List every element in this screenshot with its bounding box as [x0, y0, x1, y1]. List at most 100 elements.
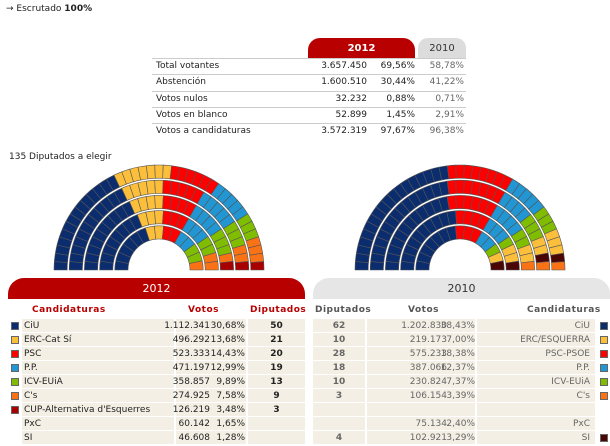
party-name: CUP-Alternativa d'Esquerres	[24, 405, 151, 415]
seat-psc	[455, 164, 465, 179]
tab-2010[interactable]: 2010	[418, 38, 466, 58]
cell-bg	[22, 347, 174, 360]
cell-bg	[176, 361, 246, 374]
cell-bg	[477, 389, 595, 402]
cell-bg	[22, 417, 174, 430]
results-2012-panel: 2012 Candidaturas Votos Diputados CiU 1.1…	[8, 278, 307, 445]
arrow-icon: →	[6, 4, 14, 14]
hemicycle-2010	[354, 164, 566, 271]
cell-bg	[22, 389, 174, 402]
seat-cup	[250, 261, 265, 271]
summary-votes: 3.657.450	[321, 61, 367, 71]
party-name: ERC/ESQUERRA	[520, 335, 590, 345]
summary-pct2010: 2,91%	[435, 109, 464, 120]
pct: 13,68%	[210, 335, 245, 345]
cell-bg	[176, 375, 246, 388]
seats: 50	[270, 321, 283, 331]
cell-bg	[313, 389, 365, 402]
pct: 7,37%	[446, 377, 475, 387]
cell-bg	[367, 347, 475, 360]
party-name: CiU	[24, 321, 40, 331]
cell-bg	[22, 361, 174, 374]
cell-bg	[477, 319, 595, 332]
votes: 274.925	[172, 391, 210, 401]
party-color-swatch	[11, 350, 19, 358]
cell-bg	[22, 403, 174, 416]
cell-bg	[367, 319, 475, 332]
pct: 30,68%	[210, 321, 245, 331]
col-seats: Diputados	[250, 305, 307, 315]
summary-label: Abstención	[156, 77, 206, 88]
seats: 20	[270, 349, 283, 359]
summary-label: Votos nulos	[156, 93, 208, 104]
table-row: 28 575.233 18,38% PSC-PSOE	[313, 347, 610, 361]
cell-bg	[313, 375, 365, 388]
party-color-swatch	[600, 336, 608, 344]
cell-bg	[22, 333, 174, 346]
seat-erc	[154, 164, 164, 179]
table-row: CUP-Alternativa d'Esquerres 126.219 3,48% 3	[8, 403, 305, 417]
results-2012-title: 2012	[8, 278, 305, 299]
seat-erc	[145, 179, 156, 195]
party-color-swatch	[11, 336, 19, 344]
summary-pct2010: 41,22%	[429, 77, 464, 88]
party-color-swatch	[600, 350, 608, 358]
summary-votes: 32.232	[335, 93, 368, 104]
cell-bg	[477, 431, 595, 444]
table-row: P.P. 471.197 12,99% 19	[8, 361, 305, 375]
col-party: Candidaturas	[527, 305, 601, 315]
cell-bg	[248, 431, 305, 444]
seat-cup	[219, 261, 234, 271]
seat-erc	[154, 210, 164, 225]
party-name: P.P.	[576, 363, 590, 373]
party-color-swatch	[600, 392, 608, 400]
col-seats: Diputados	[315, 305, 372, 315]
party-name: SI	[581, 433, 590, 443]
pct: 12,37%	[440, 363, 475, 373]
party-color-swatch	[600, 322, 608, 330]
cell-bg	[176, 403, 246, 416]
seat-erc	[146, 164, 156, 180]
seats: 21	[270, 335, 283, 345]
party-color-swatch	[11, 364, 19, 372]
party-name: ERC-Cat Sí	[24, 335, 72, 345]
summary-pct2010: 58,78%	[429, 61, 464, 71]
table-row	[313, 403, 610, 417]
table-row: 10 219.173 7,00% ERC/ESQUERRA	[313, 333, 610, 347]
cell-bg	[313, 403, 365, 416]
cell-bg	[248, 417, 305, 430]
votes: 575.233	[409, 349, 447, 359]
party-color-swatch	[600, 364, 608, 372]
cell-bg	[477, 375, 595, 388]
summary-pct: 97,67%	[380, 126, 415, 137]
summary-pct2010: 96,38%	[429, 126, 464, 137]
table-row: PSC 523.333 14,43% 20	[8, 347, 305, 361]
table-row: 3 106.154 3,39% C's	[313, 389, 610, 403]
party-name: CiU	[574, 321, 590, 331]
summary-votes: 1.600.510	[321, 77, 367, 88]
cell-bg	[176, 389, 246, 402]
cell-bg	[477, 417, 595, 430]
summary-pct: 1,45%	[386, 109, 415, 120]
seats: 10	[332, 377, 346, 387]
summary-pct: 30,44%	[380, 77, 415, 88]
seats: 10	[332, 335, 346, 345]
summary-row: Votos a candidaturas 3.572.319 97,67% 96,38…	[152, 123, 466, 139]
pct: 3,48%	[216, 405, 245, 415]
party-name: ICV-EUiA	[24, 377, 63, 387]
table-row: ICV-EUiA 358.857 9,89% 13	[8, 375, 305, 389]
seats: 3	[335, 391, 343, 401]
seat-ciu	[53, 261, 68, 271]
cell-bg	[367, 375, 475, 388]
cell-bg	[248, 319, 305, 332]
cell-bg	[313, 417, 365, 430]
col-votes: Votos	[408, 305, 439, 315]
tab-2012[interactable]: 2012	[308, 38, 415, 58]
cell-bg	[367, 389, 475, 402]
party-color-swatch	[600, 434, 608, 442]
seat-cs	[535, 261, 551, 271]
cell-bg	[367, 417, 475, 430]
table-row: SI 46.608 1,28%	[8, 431, 305, 445]
seat-ciu	[354, 261, 369, 271]
seat-psc	[447, 164, 457, 180]
